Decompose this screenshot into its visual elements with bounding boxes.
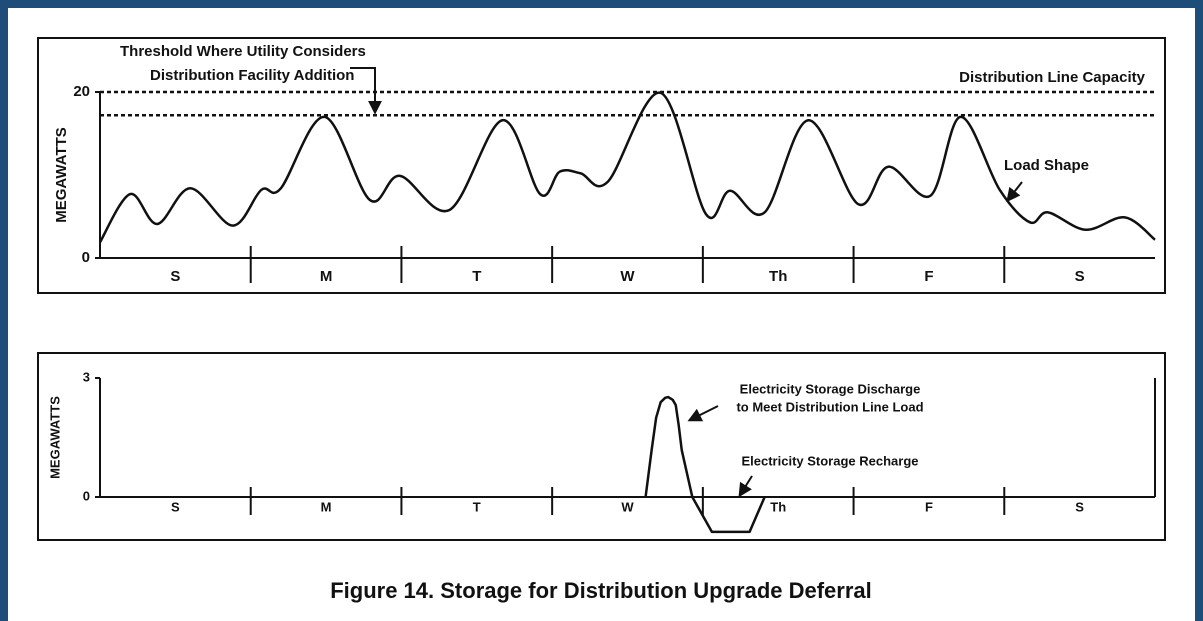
arrow [1006, 181, 1023, 203]
panel-box [37, 352, 1166, 541]
caption: Figure 14. Storage for Distribution Upgr… [330, 578, 872, 603]
x-tick-label: T [472, 268, 481, 285]
x-tick-label: F [925, 499, 933, 514]
arrow [738, 475, 753, 498]
y-tick-label: 0 [83, 488, 90, 503]
arrow [350, 67, 382, 115]
x-tick-label: M [321, 499, 332, 514]
annotation: Electricity Storage Recharge [741, 453, 918, 468]
series-line [98, 91, 1156, 243]
x-tick-label: T [473, 499, 481, 514]
y-axis-label: MEGAWATTS [47, 396, 62, 479]
x-tick-label: S [170, 268, 180, 285]
series-label: Load Shape [1004, 157, 1089, 174]
annotation: Electricity Storage Discharge [740, 381, 921, 396]
annotation: Threshold Where Utility Considers [120, 43, 366, 60]
arrow [687, 405, 719, 422]
x-tick-label: Th [769, 268, 787, 285]
y-axis-label: MEGAWATTS [53, 127, 70, 223]
x-tick-label: Th [770, 499, 786, 514]
y-tick-label: 0 [82, 249, 90, 266]
x-tick-label: W [621, 499, 634, 514]
annotation: to Meet Distribution Line Load [736, 399, 923, 414]
x-tick-label: S [1075, 268, 1085, 285]
y-tick-label: 20 [73, 83, 90, 100]
x-tick-label: M [320, 268, 333, 285]
annotation: Distribution Facility Addition [150, 67, 354, 84]
x-tick-label: F [924, 268, 933, 285]
panel-box [37, 37, 1166, 294]
x-tick-label: S [1075, 499, 1084, 514]
x-tick-label: S [171, 499, 180, 514]
x-tick-label: W [620, 268, 635, 285]
annotation: Distribution Line Capacity [959, 69, 1146, 86]
series-line [644, 395, 766, 534]
y-tick-label: 3 [83, 369, 90, 384]
